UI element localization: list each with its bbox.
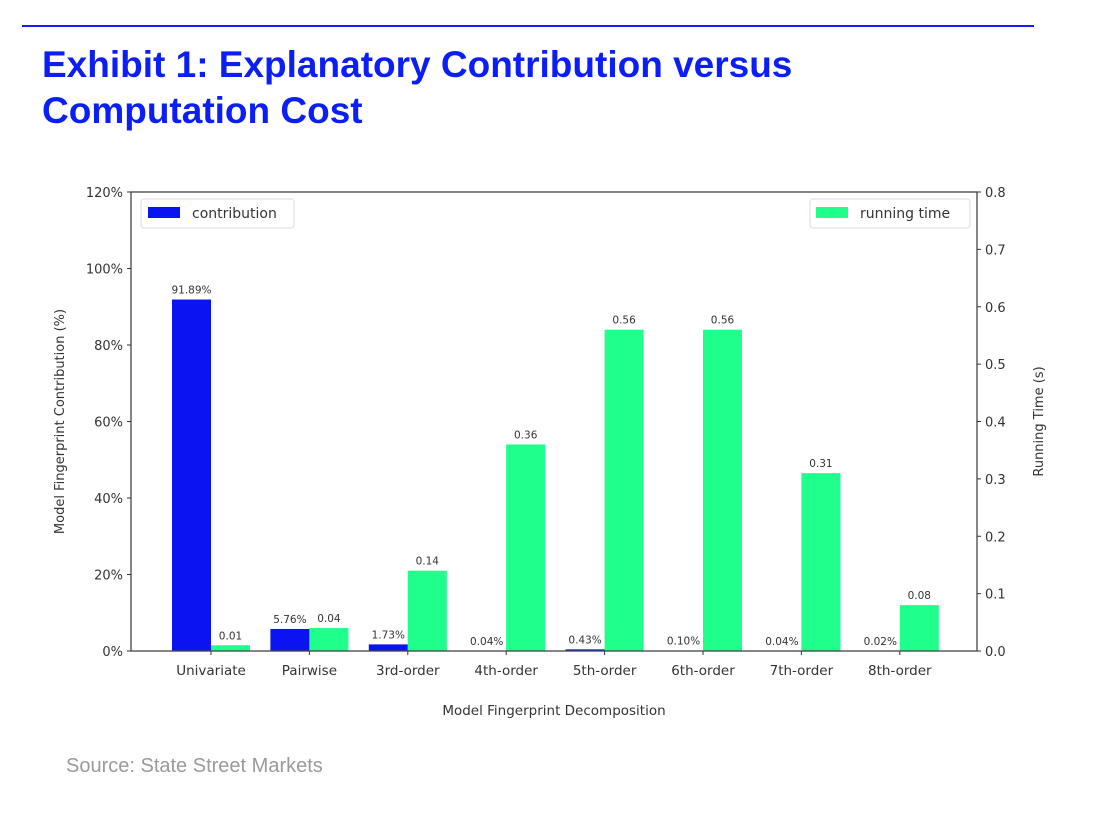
y-tick-label: 80% [94,339,123,354]
contribution-label: 0.04% [470,636,503,648]
running-time-label: 0.01 [219,630,242,642]
x-tick-label: 4th-order [474,663,538,679]
running-time-bar [506,444,546,651]
y2-tick-label: 0.3 [985,473,1006,488]
running-time-bar [407,570,447,651]
contribution-bar [172,299,211,651]
y2-tick-label: 0.7 [985,243,1006,258]
contribution-label: 0.10% [667,636,700,648]
running-time-bar [899,605,939,651]
top-rule [22,25,1034,27]
running-time-label: 0.08 [908,590,931,602]
y-tick-label: 40% [94,492,123,507]
x-tick-label: 3rd-order [376,663,440,679]
x-tick-label: 6th-order [671,663,735,679]
y2-tick-label: 0.2 [985,530,1006,545]
y2-tick-label: 0.5 [985,358,1006,373]
contribution-label: 0.43% [568,634,601,646]
y2-tick-label: 0.1 [985,588,1006,603]
running-time-label: 0.56 [711,315,735,327]
y2-tick-label: 0.0 [985,645,1006,660]
contribution-label: 0.02% [864,636,897,648]
y-tick-label: 120% [86,186,123,201]
x-tick-label: Univariate [176,663,246,679]
y-tick-label: 60% [94,416,123,431]
y-axis-label: Model Fingerprint Contribution (%) [53,309,68,534]
y2-tick-label: 0.6 [985,301,1006,316]
legend-label-running-time: running time [860,206,950,222]
legend-swatch-contribution [148,207,180,218]
source-note: Source: State Street Markets [66,755,323,777]
running-time-label: 0.56 [612,315,636,327]
contribution-label: 0.04% [765,636,798,648]
x-tick-label: 5th-order [573,663,637,679]
x-axis-label: Model Fingerprint Decomposition [442,703,665,719]
x-tick-label: 8th-order [868,663,932,679]
running-time-bar [604,329,644,651]
running-time-label: 0.04 [317,613,341,625]
contribution-label: 5.76% [273,614,306,626]
y2-axis-label: Running Time (s) [1032,366,1047,476]
running-time-bar [703,329,742,651]
x-tick-label: Pairwise [282,663,337,679]
legend-swatch-running-time [816,207,848,218]
y-tick-label: 20% [94,569,123,584]
contribution-label: 91.89% [171,285,211,297]
y-tick-label: 0% [102,645,123,660]
x-tick-label: 7th-order [770,663,834,679]
running-time-label: 0.14 [416,556,440,568]
running-time-bar [309,628,349,651]
y2-tick-label: 0.8 [985,186,1006,201]
running-time-bar [211,645,250,651]
y2-tick-label: 0.4 [985,416,1006,431]
plot-frame [130,191,978,652]
running-time-label: 0.36 [514,429,538,441]
contribution-bar [270,628,310,651]
contribution-bar [368,644,408,651]
contribution-bar [565,649,605,651]
legend-running-time [809,198,971,229]
contribution-label: 1.73% [372,629,405,641]
legend-contribution [140,198,295,229]
running-time-bar [801,473,841,651]
page-title: Exhibit 1: Explanatory Contribution vers… [42,44,793,131]
y-tick-label: 100% [86,263,123,278]
running-time-label: 0.31 [809,458,832,470]
legend-label-contribution: contribution [192,206,277,222]
